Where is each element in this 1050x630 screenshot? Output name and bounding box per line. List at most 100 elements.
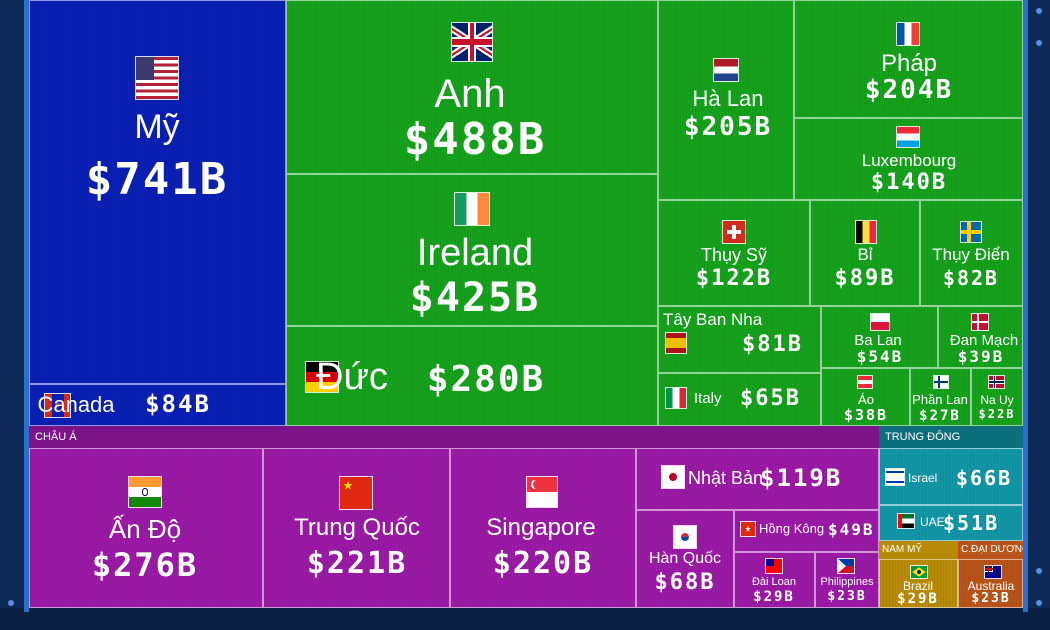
country-name-philippines: Philippines	[820, 576, 874, 588]
ch-flag-icon	[722, 220, 746, 244]
frame-left-edge	[24, 0, 29, 612]
il-flag-icon	[885, 468, 905, 486]
country-name-singapore: Singapore	[486, 514, 596, 541]
region-header-c-dai-duong: C.ĐẠI DƯƠNG	[958, 541, 1023, 559]
country-name-my: Mỹ	[134, 108, 180, 146]
tile-ha-lan	[658, 0, 794, 200]
tile-duc	[286, 326, 658, 426]
country-name-ao: Áo	[858, 392, 874, 407]
country-value-brazil: $29B	[897, 591, 939, 607]
country-value-hong-kong: $49B	[828, 520, 875, 539]
country-name-han-quoc: Hàn Quốc	[648, 550, 722, 567]
tile-ba-lan	[821, 306, 938, 368]
ph-flag-icon	[837, 558, 855, 574]
region-header-chau-a: CHÂU Á	[29, 426, 879, 448]
country-name-an-do: Ấn Độ	[108, 514, 182, 544]
nl-flag-icon	[713, 58, 739, 82]
tile-tay-ban-nha	[658, 306, 821, 373]
country-value-dai-loan: $29B	[753, 589, 795, 605]
region-header-trung-dong: TRUNG ĐÔNG	[879, 426, 1023, 448]
se-flag-icon	[960, 221, 982, 243]
country-value-luxembourg: $140B	[870, 170, 948, 195]
es-flag-icon	[665, 332, 687, 354]
us-flag-icon	[135, 56, 179, 100]
br-flag-icon	[910, 565, 928, 579]
country-value-italy: $65B	[740, 386, 801, 411]
country-value-my: $741B	[85, 154, 229, 205]
country-value-singapore: $220B	[492, 546, 594, 581]
country-value-phan-lan: $27B	[919, 408, 961, 424]
country-name-duc: Đức	[316, 356, 388, 398]
kr-flag-icon	[673, 525, 697, 549]
country-name-canada: Canada	[37, 392, 115, 417]
country-name-hong-kong: Hồng Kông	[759, 521, 825, 536]
country-name-dai-loan: Đài Loan	[751, 576, 797, 588]
country-value-na-uy: $22B	[978, 407, 1016, 421]
country-value-philippines: $23B	[827, 589, 867, 604]
country-value-ireland: $425B	[409, 275, 541, 321]
country-value-trung-quoc: $221B	[306, 546, 408, 581]
be-flag-icon	[855, 220, 877, 244]
country-value-han-quoc: $68B	[654, 570, 716, 595]
frame-dot	[1036, 568, 1042, 574]
country-value-bi: $89B	[834, 266, 896, 291]
region-header-nam-my: NAM MỸ	[879, 541, 958, 559]
country-name-bi: Bỉ	[857, 245, 873, 264]
ca-flag-icon	[44, 393, 71, 418]
tile-trung-quoc	[263, 448, 450, 608]
frame-dot	[8, 600, 14, 606]
tile-bi	[810, 200, 920, 306]
frame-bottom-bar	[0, 608, 1050, 630]
tile-italy	[658, 373, 821, 426]
country-name-ireland: Ireland	[416, 232, 534, 274]
country-value-an-do: $276B	[91, 546, 199, 584]
country-value-duc: $280B	[426, 359, 546, 400]
country-name-brazil: Brazil	[902, 579, 934, 593]
country-name-thuy-sy: Thụy Sỹ	[700, 245, 768, 265]
jp-flag-icon	[661, 465, 685, 489]
ie-flag-icon	[454, 192, 490, 226]
tile-hong-kong	[734, 510, 879, 552]
country-value-nhat-ban: $119B	[760, 464, 843, 492]
de-flag-icon	[305, 361, 339, 393]
country-value-phap: $204B	[864, 75, 954, 105]
country-value-thuy-sy: $122B	[695, 266, 773, 291]
country-name-tay-ban-nha: Tây Ban Nha	[663, 310, 763, 329]
country-value-ha-lan: $205B	[683, 112, 773, 142]
lu-flag-icon	[896, 126, 920, 148]
ae-flag-icon	[897, 513, 915, 529]
country-name-phap: Pháp	[880, 50, 938, 77]
at-flag-icon	[857, 375, 873, 389]
country-value-tay-ban-nha: $81B	[742, 332, 803, 357]
country-name-italy: Italy	[694, 390, 722, 407]
no-flag-icon	[988, 375, 1005, 389]
it-flag-icon	[665, 387, 687, 409]
tile-an-do	[29, 448, 263, 608]
frame-dot	[1036, 600, 1042, 606]
pl-flag-icon	[870, 313, 890, 331]
country-name-uae: UAE	[920, 515, 945, 529]
country-value-thuy-dien: $82B	[942, 266, 1000, 290]
country-name-australia: Australia	[967, 579, 1015, 593]
tile-australia	[958, 559, 1023, 608]
country-value-anh: $488B	[403, 114, 547, 165]
dk-flag-icon	[971, 313, 989, 331]
tw-flag-icon	[765, 558, 783, 574]
tile-singapore	[450, 448, 636, 608]
fi-flag-icon	[933, 375, 949, 389]
tile-dan-mach	[938, 306, 1023, 368]
country-name-luxembourg: Luxembourg	[861, 151, 957, 170]
sg-flag-icon	[526, 476, 558, 508]
frame-left-panel	[0, 0, 28, 630]
tile-canada	[29, 384, 286, 426]
country-name-anh: Anh	[434, 72, 506, 116]
gb-flag-icon	[451, 22, 493, 62]
tile-thuy-sy	[658, 200, 810, 306]
frame-dot	[1036, 8, 1042, 14]
country-name-phan-lan: Phần Lan	[912, 392, 968, 407]
country-value-ba-lan: $54B	[856, 347, 904, 366]
country-value-dan-mach: $39B	[957, 347, 1005, 366]
frame-right-panel	[1024, 0, 1050, 630]
country-name-trung-quoc: Trung Quốc	[294, 514, 420, 541]
